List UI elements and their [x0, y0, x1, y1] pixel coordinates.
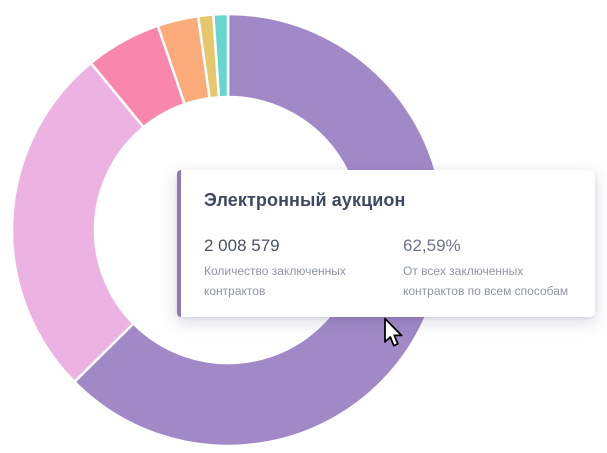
stat-contracts: 2 008 579 Количество заключенных контрак… [204, 236, 403, 301]
tooltip-accent-bar [177, 170, 181, 317]
tooltip-stats: 2 008 579 Количество заключенных контрак… [204, 236, 577, 301]
tooltip-title: Электронный аукцион [204, 190, 406, 210]
donut-segment[interactable] [10, 61, 145, 384]
stat-share: 62,59% От всех заключенных контрактов по… [403, 236, 577, 301]
tooltip-card: Электронный аукцион 2 008 579 Количество… [177, 170, 595, 317]
stat-contracts-label: Количество заключенных контрактов [204, 264, 346, 298]
donut-segment[interactable] [212, 12, 230, 99]
stat-share-value: 62,59% [403, 236, 461, 255]
stat-contracts-value: 2 008 579 [204, 236, 280, 255]
stat-share-label: От всех заключенных контрактов по всем с… [403, 264, 569, 298]
mouse-cursor-icon [384, 317, 403, 347]
